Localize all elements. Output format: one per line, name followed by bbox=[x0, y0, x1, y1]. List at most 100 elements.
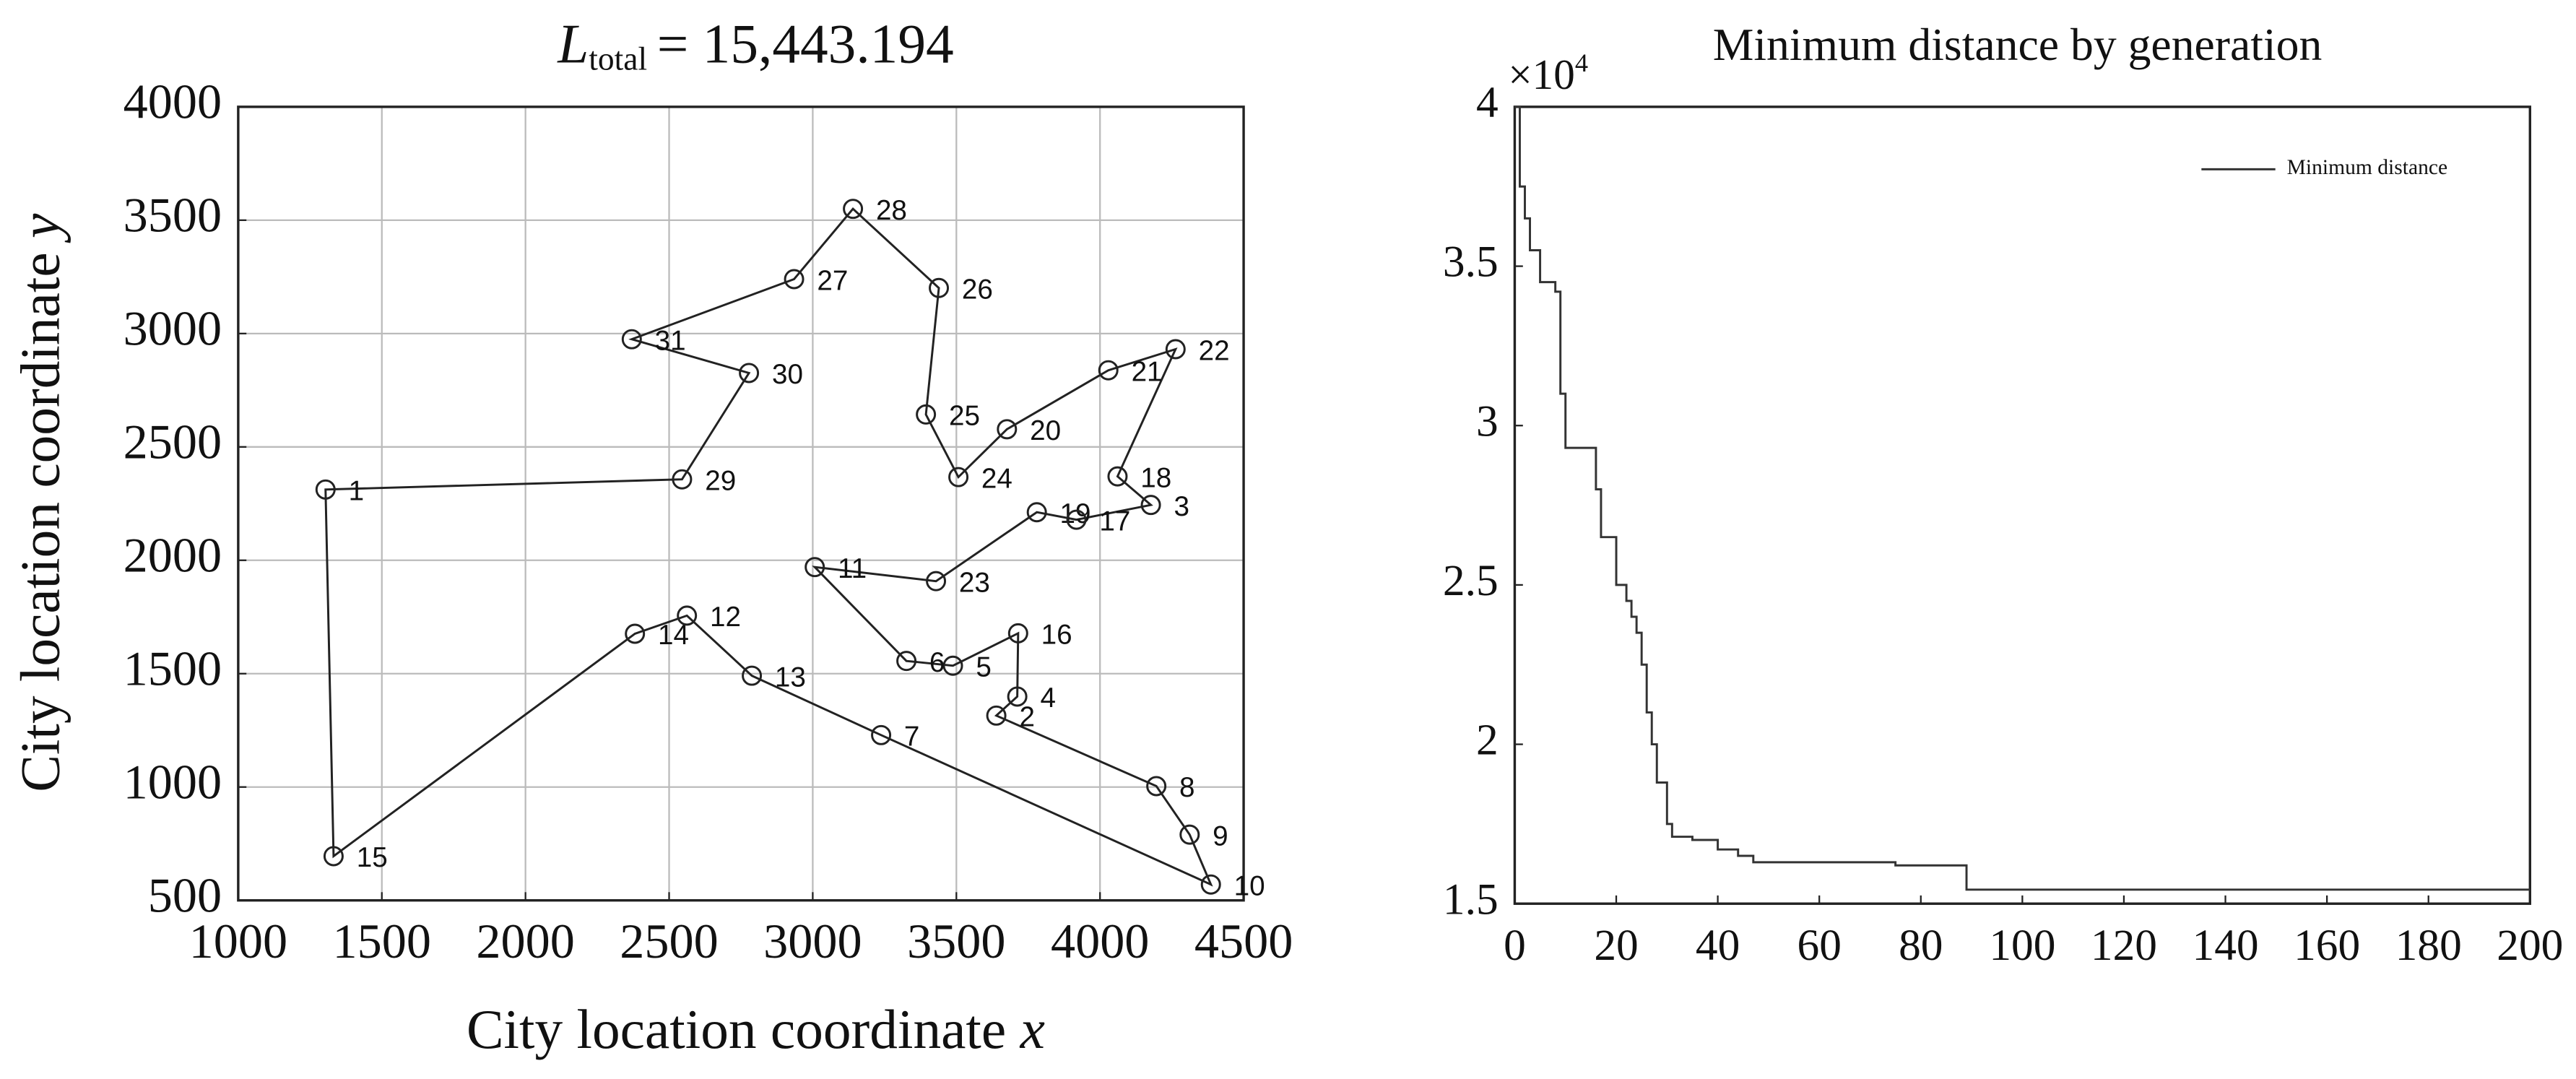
city-marker bbox=[1179, 824, 1200, 845]
y-tick-label: 2000 bbox=[123, 527, 222, 582]
x-tick-label: 40 bbox=[1696, 921, 1740, 970]
x-label-symbol: x bbox=[1020, 998, 1045, 1060]
city-marker bbox=[784, 269, 805, 290]
city-label: 19 bbox=[1060, 498, 1091, 529]
x-tick-label: 120 bbox=[2091, 921, 2157, 970]
city-marker bbox=[315, 479, 336, 500]
city-marker bbox=[677, 605, 698, 626]
city-marker bbox=[926, 571, 947, 592]
city-marker bbox=[986, 705, 1007, 726]
city-label: 7 bbox=[904, 722, 919, 753]
y-tick-label: 1.5 bbox=[1443, 875, 1499, 924]
plot-frame bbox=[237, 105, 1245, 902]
city-label: 24 bbox=[981, 463, 1012, 494]
x-tick-label: 80 bbox=[1899, 921, 1943, 970]
y-tick-label: 1500 bbox=[123, 641, 222, 696]
city-label: 4 bbox=[1040, 682, 1055, 714]
y-tick-label: 3000 bbox=[123, 301, 222, 356]
multiplier-base: ×10 bbox=[1508, 51, 1574, 98]
x-tick-label: 1500 bbox=[333, 914, 431, 968]
left-title: Ltotal = 15,443.194 bbox=[557, 12, 953, 77]
x-tick-label: 60 bbox=[1797, 921, 1841, 970]
y-tick-label: 4000 bbox=[123, 74, 222, 129]
city-label: 12 bbox=[710, 602, 741, 633]
city-marker bbox=[1007, 623, 1028, 644]
x-tick-label: 200 bbox=[2497, 921, 2563, 970]
city-marker bbox=[1107, 466, 1128, 487]
city-label: 27 bbox=[817, 265, 848, 296]
city-label: 9 bbox=[1213, 820, 1228, 852]
x-tick-label: 3500 bbox=[907, 914, 1005, 968]
city-marker bbox=[1200, 874, 1221, 895]
y-axis-label: City location coordinate y bbox=[9, 213, 71, 792]
city-marker bbox=[323, 846, 344, 867]
city-label: 31 bbox=[655, 325, 686, 356]
x-tick-label: 20 bbox=[1594, 921, 1638, 970]
city-marker bbox=[805, 557, 825, 578]
city-label: 29 bbox=[705, 465, 736, 496]
city-label: 10 bbox=[1234, 870, 1265, 901]
x-tick-label: 4000 bbox=[1051, 914, 1149, 968]
city-marker bbox=[672, 469, 693, 490]
city-marker bbox=[916, 404, 937, 425]
city-marker bbox=[1026, 502, 1047, 523]
city-label: 11 bbox=[838, 553, 867, 584]
y-tick-label: 4 bbox=[1476, 78, 1499, 127]
city-label: 22 bbox=[1199, 335, 1230, 366]
plot-frame bbox=[1513, 105, 2532, 905]
x-tick-label: 160 bbox=[2294, 921, 2360, 970]
city-marker bbox=[625, 623, 646, 644]
x-tick-label: 100 bbox=[1989, 921, 2055, 970]
city-marker bbox=[929, 277, 950, 298]
city-label: 8 bbox=[1179, 772, 1194, 803]
title-text: = 15,443.194 bbox=[657, 12, 954, 74]
city-label: 15 bbox=[357, 842, 388, 873]
city-marker bbox=[1098, 360, 1119, 381]
city-marker bbox=[942, 655, 963, 676]
y-tick-label: 3 bbox=[1476, 396, 1499, 446]
x-tick-label: 1000 bbox=[189, 914, 287, 968]
city-label: 13 bbox=[775, 662, 806, 693]
city-marker bbox=[739, 363, 760, 384]
x-tick-label: 0 bbox=[1504, 921, 1526, 970]
city-marker bbox=[1140, 495, 1161, 516]
y-tick-label: 2500 bbox=[123, 414, 222, 469]
x-tick-label: 180 bbox=[2395, 921, 2462, 970]
city-label: 30 bbox=[772, 359, 803, 390]
x-tick-label: 140 bbox=[2192, 921, 2258, 970]
city-label: 17 bbox=[1099, 506, 1130, 537]
series-line bbox=[324, 207, 1213, 887]
city-label: 3 bbox=[1174, 491, 1189, 522]
y-tick-label: 2.5 bbox=[1443, 556, 1499, 605]
city-marker bbox=[1165, 339, 1186, 360]
title-subscript: total bbox=[589, 40, 647, 77]
city-label: 2 bbox=[1019, 702, 1034, 733]
city-label: 25 bbox=[949, 401, 980, 432]
y-label-symbol: y bbox=[9, 213, 71, 243]
x-tick-label: 2000 bbox=[476, 914, 574, 968]
city-label: 23 bbox=[959, 567, 990, 598]
city-label: 1 bbox=[349, 476, 365, 507]
city-marker bbox=[621, 329, 642, 350]
city-marker bbox=[1007, 686, 1028, 707]
y-label-text: City location coordinate bbox=[9, 252, 71, 792]
right-title: Minimum distance by generation bbox=[1713, 19, 2323, 70]
city-marker bbox=[742, 665, 763, 686]
city-label: 26 bbox=[962, 274, 993, 306]
legend-label: Minimum distance bbox=[2287, 156, 2448, 179]
city-label: 28 bbox=[876, 195, 907, 226]
city-label: 6 bbox=[929, 647, 945, 678]
x-axis-label: City location coordinate x bbox=[467, 998, 1045, 1060]
x-tick-label: 4500 bbox=[1194, 914, 1293, 968]
city-marker bbox=[997, 419, 1018, 440]
y-multiplier: ×104 bbox=[1508, 48, 1588, 98]
x-label-text: City location coordinate bbox=[467, 998, 1006, 1060]
series-line bbox=[1514, 105, 2531, 891]
title-symbol: L bbox=[557, 12, 589, 74]
x-tick-label: 2500 bbox=[620, 914, 718, 968]
y-tick-label: 2 bbox=[1476, 716, 1499, 765]
city-label: 20 bbox=[1030, 415, 1061, 446]
city-label: 18 bbox=[1140, 462, 1171, 493]
city-marker bbox=[948, 467, 969, 488]
